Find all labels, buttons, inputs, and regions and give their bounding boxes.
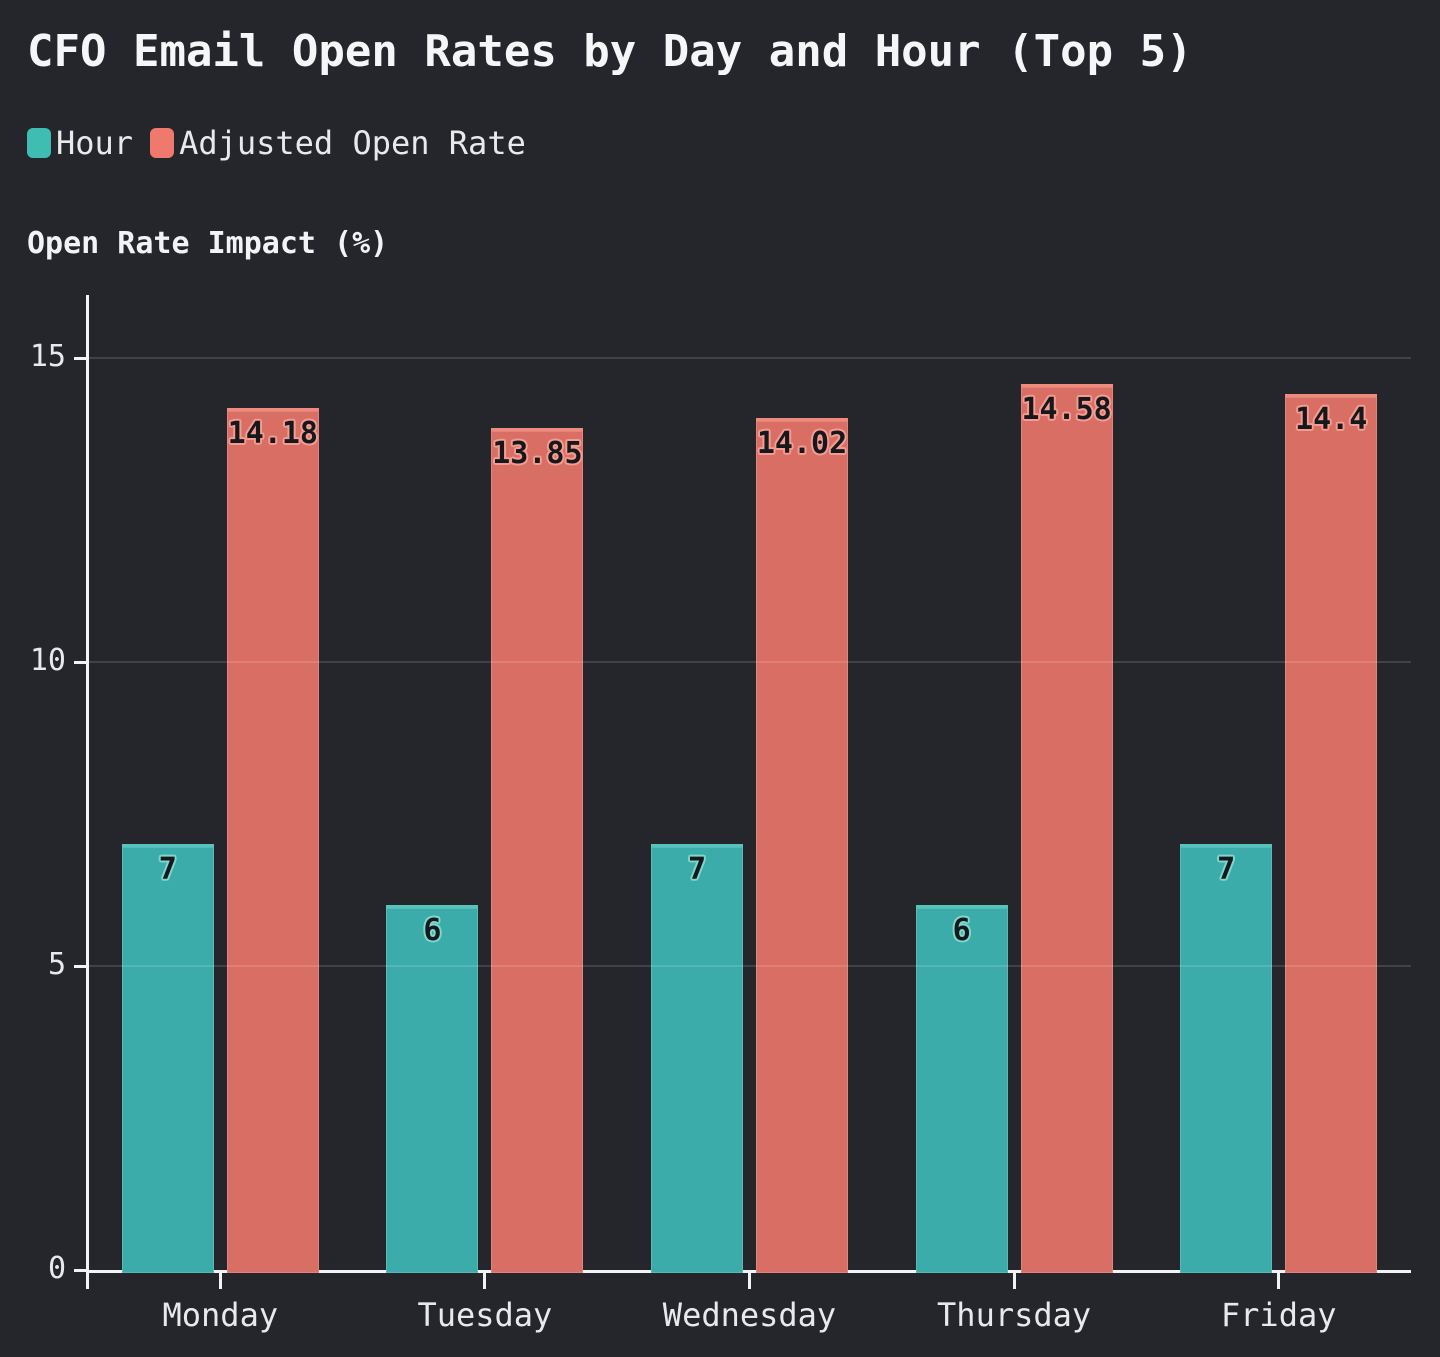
y-tick-label: 10 <box>29 643 66 678</box>
bar-value-label: 7 <box>1217 852 1236 888</box>
x-tick-label-monday: Monday <box>162 1296 279 1334</box>
chart-title: CFO Email Open Rates by Day and Hour (To… <box>27 26 1193 77</box>
open-rate-bar-wednesday <box>756 417 848 1273</box>
hour-bar-friday <box>1180 844 1273 1273</box>
open-rate-bar-monday <box>226 407 319 1273</box>
legend-swatch-adjusted-open-rate-icon <box>150 128 175 158</box>
open-rate-bar-thursday <box>1020 383 1113 1273</box>
y-axis-title: Open Rate Impact (%) <box>27 226 389 261</box>
y-tick-label: 0 <box>47 1251 66 1286</box>
grid-line <box>89 965 1411 967</box>
y-tick-label: 15 <box>29 339 66 374</box>
bar-value-label: 14.18 <box>227 415 318 451</box>
y-axis-tick <box>74 357 88 360</box>
x-tick-label-tuesday: Tuesday <box>417 1296 553 1334</box>
hour-bar-wednesday <box>651 844 743 1273</box>
open-rate-bar-friday <box>1285 394 1378 1273</box>
x-axis-tick <box>218 1273 222 1289</box>
hour-bar-thursday <box>915 905 1008 1273</box>
y-axis-tick <box>74 965 88 968</box>
hour-bar-monday <box>121 844 214 1273</box>
bar-value-label: 14.58 <box>1021 391 1112 427</box>
x-axis-line <box>86 1270 1411 1273</box>
bar-value-label: 6 <box>423 913 442 949</box>
bar-value-label: 7 <box>687 852 707 888</box>
x-axis-tick <box>1012 1273 1016 1289</box>
legend: Hour Adjusted Open Rate <box>27 124 526 162</box>
legend-label-hour: Hour <box>56 124 134 162</box>
x-tick-label-friday: Friday <box>1220 1296 1337 1334</box>
bar-value-label: 13.85 <box>492 435 583 471</box>
x-tick-label-thursday: Thursday <box>937 1296 1092 1334</box>
x-tick-label-wednesday: Wednesday <box>662 1296 837 1334</box>
legend-item-adjusted-open-rate: Adjusted Open Rate <box>150 124 526 162</box>
bar-value-label: 14.02 <box>756 425 848 461</box>
bar-value-label: 6 <box>952 913 971 949</box>
x-axis-tick <box>483 1273 487 1289</box>
legend-item-hour: Hour <box>27 124 133 162</box>
y-tick-label: 5 <box>47 947 66 982</box>
x-axis-tick <box>1277 1273 1281 1289</box>
open-rate-bar-tuesday <box>491 427 584 1273</box>
legend-label-adjusted-open-rate: Adjusted Open Rate <box>179 124 526 162</box>
y-axis-tick <box>74 661 88 664</box>
x-axis-tick <box>748 1273 751 1289</box>
grid-line <box>89 357 1411 359</box>
bar-value-label: 7 <box>158 852 177 888</box>
grid-line <box>89 661 1411 663</box>
legend-swatch-hour-icon <box>27 128 51 158</box>
bar-value-label: 14.4 <box>1295 402 1368 438</box>
x-axis-outer-tick <box>86 1273 89 1289</box>
y-axis-line <box>86 295 89 1273</box>
hour-bar-tuesday <box>386 905 479 1273</box>
y-axis-tick <box>74 1269 88 1272</box>
